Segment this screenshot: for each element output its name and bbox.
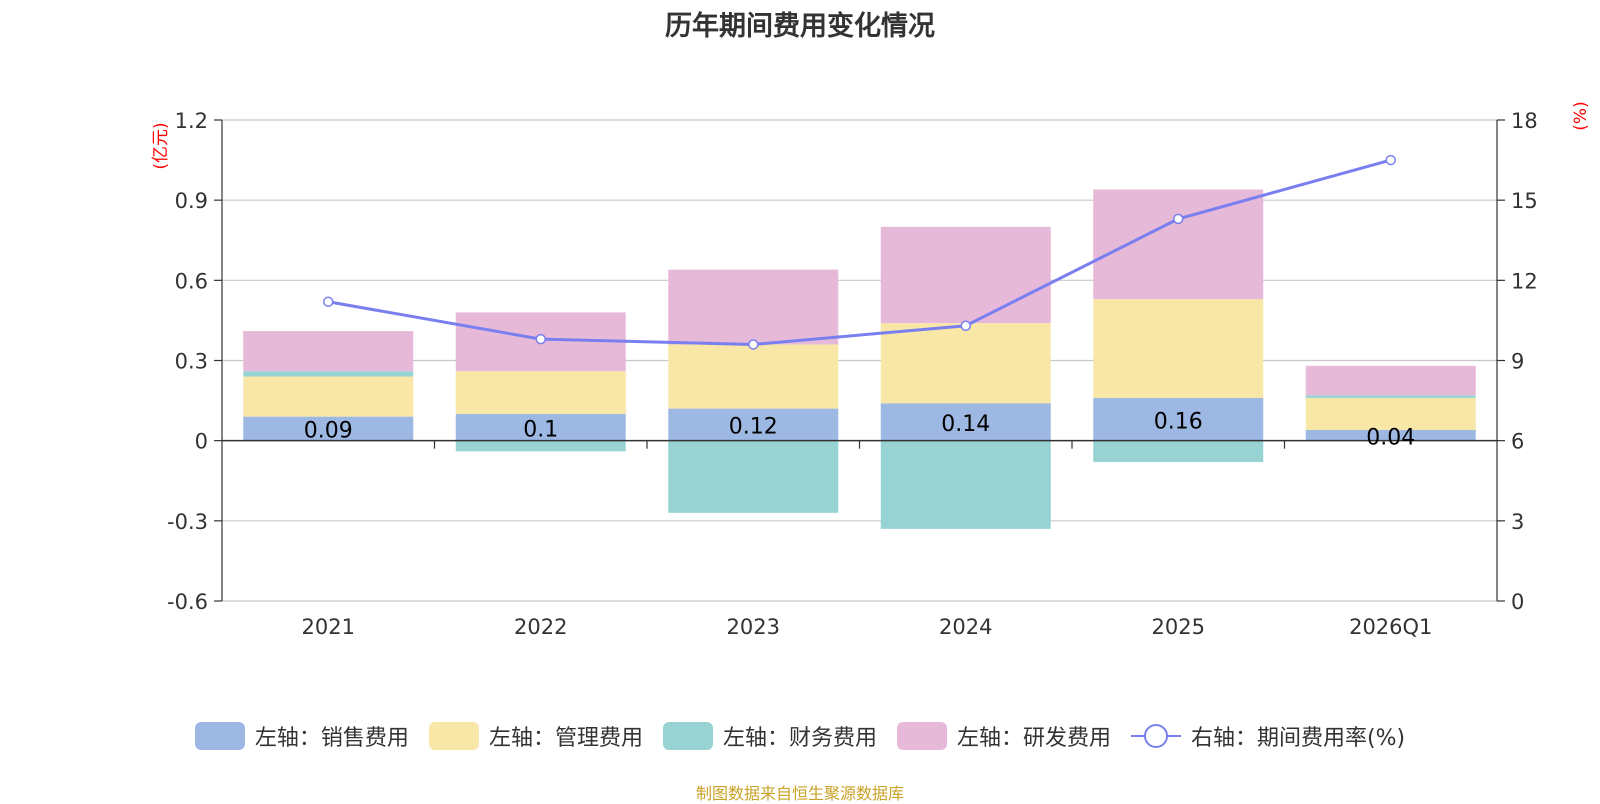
right-axis-unit: (%) [1571,101,1591,130]
bar-segment [455,413,626,441]
left-axis-tick-label: 0.9 [175,189,208,213]
expense-rate-point [535,333,546,345]
bar-segment [880,226,1051,324]
expense-rate-point [1173,213,1184,225]
left-axis-unit: (亿元) [151,122,171,169]
x-axis-tick-label: 2026Q1 [1349,615,1432,639]
right-axis-tick-label: 3 [1511,510,1524,534]
expense-rate-line [327,158,1392,346]
right-axis-tick-label: 12 [1511,269,1538,293]
bar-segment [880,323,1051,404]
right-axis-tick-label: 6 [1511,430,1524,454]
chart-plot: 1.2 0.9 0.6 0.3 0 -0.3 -0.6 18 15 12 9 6 3 0 (亿元) (%) 20… [151,101,1591,639]
legend-swatch [428,722,479,750]
legend-swatch [662,722,713,750]
bar-data-label: 0.1 [523,417,558,442]
bar-segment [455,440,626,452]
legend-line-icon [1130,724,1181,748]
x-axis-tick-label: 2025 [1152,615,1205,639]
left-axis-tick-label: 0.6 [175,269,208,293]
legend-item[interactable]: 左轴：研发费用 [896,720,1111,752]
bar-segment [1093,189,1264,300]
x-axis-tick-label: 2021 [302,615,355,639]
legend-label: 左轴：研发费用 [956,726,1111,751]
x-axis-tick-label: 2024 [939,615,992,639]
bar-segment [1093,397,1264,441]
bar-segment [1093,440,1264,463]
left-axis-tick-label: 0 [195,430,208,454]
legend-swatch [194,722,245,750]
bar-data-label: 0.16 [1154,409,1203,434]
bar-segment [880,440,1051,529]
bar-segment [880,403,1051,441]
legend-item[interactable]: 右轴：期间费用率(%) [1130,720,1406,752]
bar-segment [668,344,839,409]
source-note: 制图数据来自恒生聚源数据库 [695,784,904,803]
chart-title: 历年期间费用变化情况 [665,11,935,42]
left-axis-tick-label: -0.6 [167,590,208,614]
x-axis-tick-label: 2023 [727,615,780,639]
legend-label: 左轴：管理费用 [488,726,643,751]
legend-label: 左轴：财务费用 [722,726,877,751]
bar-segment [243,416,414,441]
bar-segment [668,269,839,345]
expense-rate-point [748,339,759,350]
expense-rate-point [960,320,971,332]
right-axis-tick-label: 9 [1511,350,1524,374]
bar-segment [243,376,414,417]
left-axis-tick-label: 1.2 [175,109,208,133]
bar-segment [1305,395,1476,398]
legend-label: 右轴：期间费用率(%) [1190,726,1406,751]
bar-segment [1093,299,1264,398]
bar-segment [243,331,414,372]
expense-rate-point [323,296,334,307]
bar-segment [668,408,839,441]
legend: 左轴：销售费用 左轴：管理费用 左轴：财务费用 左轴：研发费用 右轴：期间费用率(%) [0,718,1600,754]
left-axis-tick-label: -0.3 [167,510,208,534]
bar-segment [455,371,626,414]
left-axis-tick-label: 0.3 [175,350,208,374]
legend-swatch [896,722,947,750]
right-axis-tick-label: 15 [1511,189,1538,213]
bar-segment [1305,429,1476,441]
bar-data-label: 0.14 [941,412,990,437]
legend-label: 左轴：销售费用 [254,726,409,751]
bar-segment [1305,397,1476,430]
expense-rate-point [1385,154,1396,166]
legend-item[interactable]: 左轴：财务费用 [662,720,877,752]
x-axis-tick-label: 2022 [514,615,567,639]
right-axis-tick-label: 0 [1511,590,1524,614]
legend-item[interactable]: 左轴：销售费用 [194,720,409,752]
legend-item[interactable]: 左轴：管理费用 [428,720,643,752]
bar-segment [668,440,839,513]
right-axis-tick-label: 18 [1511,109,1538,133]
bar-segment [243,371,414,377]
bar-segment [1305,365,1476,396]
bar-data-label: 0.04 [1366,425,1415,450]
bar-data-label: 0.12 [729,415,778,440]
bar-data-label: 0.09 [304,419,353,444]
